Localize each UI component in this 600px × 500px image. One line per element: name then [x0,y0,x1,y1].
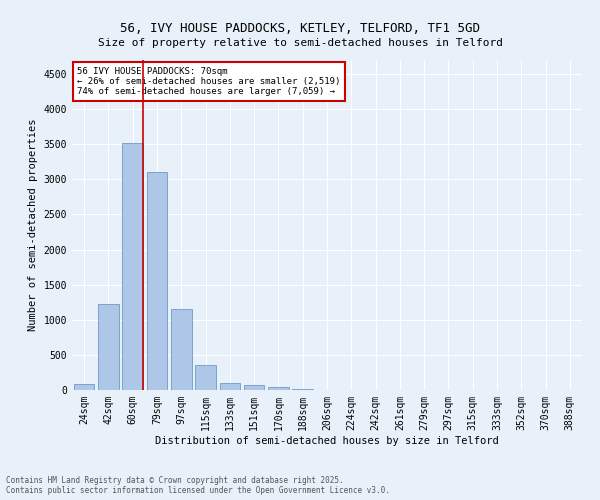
Bar [292,389,313,390]
Bar [74,384,94,390]
X-axis label: Distribution of semi-detached houses by size in Telford: Distribution of semi-detached houses by … [155,436,499,446]
Bar [122,143,143,390]
Bar [220,382,240,390]
Bar [171,310,191,390]
Bar [146,172,167,390]
Bar [98,304,119,390]
Text: Size of property relative to semi-detached houses in Telford: Size of property relative to semi-detach… [97,38,503,48]
Bar [244,386,265,390]
Bar [195,364,216,390]
Text: 56 IVY HOUSE PADDOCKS: 70sqm
← 26% of semi-detached houses are smaller (2,519)
7: 56 IVY HOUSE PADDOCKS: 70sqm ← 26% of se… [77,66,340,96]
Text: Contains HM Land Registry data © Crown copyright and database right 2025.
Contai: Contains HM Land Registry data © Crown c… [6,476,390,495]
Bar [268,387,289,390]
Y-axis label: Number of semi-detached properties: Number of semi-detached properties [28,118,38,331]
Text: 56, IVY HOUSE PADDOCKS, KETLEY, TELFORD, TF1 5GD: 56, IVY HOUSE PADDOCKS, KETLEY, TELFORD,… [120,22,480,36]
